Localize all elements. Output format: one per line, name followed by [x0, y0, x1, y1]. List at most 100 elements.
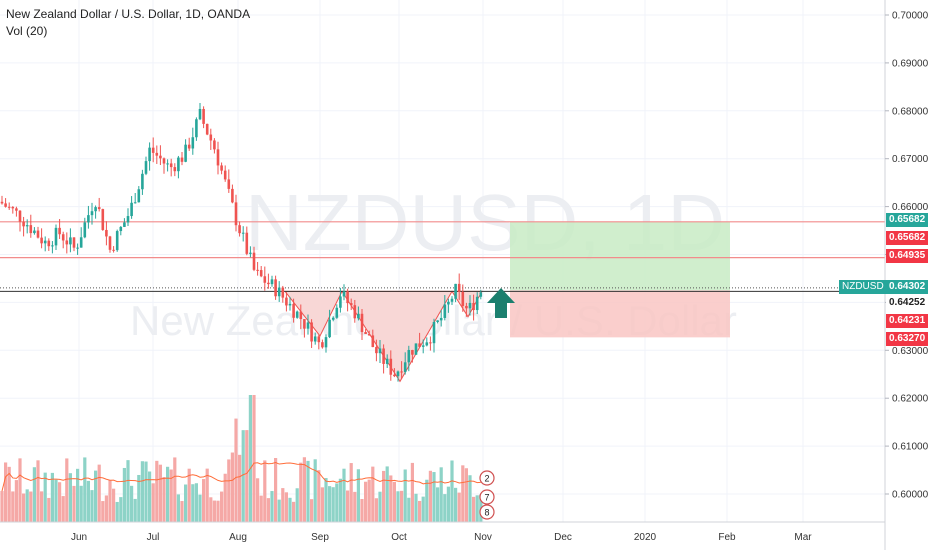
candle-body [274, 279, 277, 297]
candle-body [191, 137, 195, 149]
candle-body [141, 173, 144, 190]
volume-bar [382, 470, 386, 522]
volume-bar [288, 497, 292, 522]
candle-body [259, 270, 263, 277]
candle-body [310, 322, 313, 342]
volume-ma-line [1, 461, 481, 492]
candle-body [15, 208, 18, 211]
volume-bar [148, 471, 152, 522]
candle-body [40, 237, 43, 244]
candle-body [349, 303, 353, 306]
volume-bar [112, 488, 116, 522]
candle-body [295, 311, 299, 318]
up-arrow-icon [487, 288, 515, 318]
price-tick-label: 0.61000 [892, 442, 929, 453]
candle-body [213, 140, 216, 150]
candle-body [306, 322, 310, 329]
candle-body [407, 349, 411, 363]
candle-body [47, 240, 51, 247]
candle-body [51, 245, 54, 247]
candle-body [418, 343, 421, 347]
candle-body [429, 342, 432, 344]
volume-bar [389, 475, 393, 522]
candle-body [263, 276, 267, 283]
volume-bar [475, 495, 479, 522]
volume-bar [58, 482, 62, 522]
volume-bar [306, 460, 310, 522]
candle-body [231, 188, 234, 203]
candle-body [25, 225, 29, 227]
candle-body [389, 358, 393, 375]
candle-body [425, 342, 429, 346]
volume-bar [407, 497, 411, 522]
candle-body [252, 252, 256, 270]
volume-bar [335, 483, 339, 522]
candle-body [472, 302, 475, 311]
candle-body [396, 371, 400, 377]
candle-body [216, 149, 220, 166]
candle-body [79, 237, 83, 248]
volume-bar [79, 485, 83, 522]
candle-body [357, 313, 360, 319]
volume-bar [11, 491, 15, 522]
volume-bar [302, 457, 306, 522]
volume-bar [166, 466, 170, 522]
volume-bar [356, 469, 360, 522]
time-tick-label: Feb [718, 532, 736, 543]
candle-body [43, 240, 47, 244]
price-tick-label: 0.60000 [892, 490, 929, 501]
volume-bar [130, 485, 134, 522]
volume-bar [295, 488, 299, 522]
candle-body [36, 230, 40, 238]
price-tick-label: 0.68000 [892, 106, 929, 117]
volume-bar [292, 501, 296, 522]
candle-body [414, 343, 418, 355]
candle-body [479, 292, 483, 297]
candle-body [155, 152, 159, 156]
event-badges[interactable]: 2 7 8 [479, 470, 495, 520]
candle-body [324, 337, 328, 348]
candle-body [468, 302, 472, 309]
volume-bar [425, 479, 429, 522]
candle-body [18, 210, 22, 222]
candle-body [292, 303, 295, 318]
candle-body [72, 237, 76, 248]
event-badge [479, 504, 495, 520]
volume-bar [7, 466, 11, 522]
candle-body [299, 311, 303, 320]
candle-body [108, 236, 112, 250]
volume-bar [284, 492, 288, 522]
candle-body [22, 221, 25, 227]
volume-bar [180, 501, 184, 522]
volume-bar [202, 479, 206, 522]
time-axis[interactable]: Jun Jul Aug Sep Oct Nov Dec 2020 Feb Mar [71, 532, 812, 543]
volume-bar [392, 481, 396, 522]
price-tick-label: 0.70000 [892, 11, 929, 22]
volume-bar [104, 495, 108, 522]
candle-body [69, 237, 72, 245]
candle-body [90, 211, 94, 216]
candle-body [403, 362, 407, 373]
volume-bar [234, 418, 238, 522]
volume-bar [133, 498, 137, 522]
volume-bar [61, 496, 65, 522]
candle-body [101, 209, 105, 230]
candle-body [328, 319, 331, 338]
volume-bar [274, 458, 278, 522]
event-badge [479, 489, 495, 505]
position-zones[interactable] [510, 221, 730, 338]
volume-bar [432, 472, 436, 522]
candle-body [461, 291, 465, 306]
candle-body [331, 317, 335, 320]
candle-body [166, 163, 169, 165]
volume-bar [248, 395, 252, 522]
horizontal-levels[interactable] [0, 221, 885, 292]
volume-bar [158, 464, 162, 522]
candle-body [443, 304, 447, 318]
price-tick-label: 0.62000 [892, 394, 929, 405]
candlesticks [0, 102, 483, 382]
volume-bar [313, 459, 317, 522]
volume-bar [263, 460, 267, 522]
volume-bar [421, 496, 425, 522]
